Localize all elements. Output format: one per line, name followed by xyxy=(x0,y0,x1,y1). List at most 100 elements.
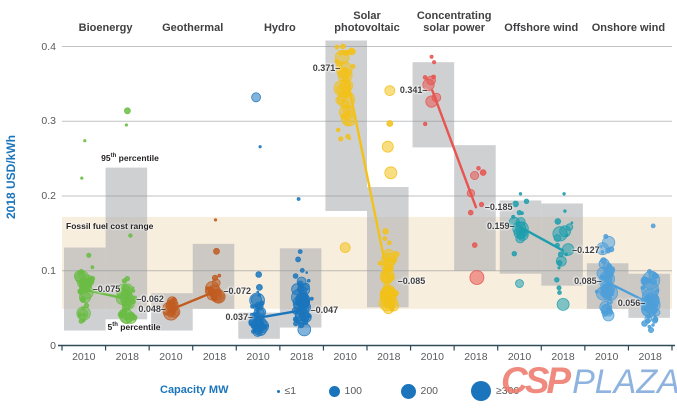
watermark-plaza-text: PLAZA xyxy=(572,363,677,401)
trend-line-offshore-wind xyxy=(518,225,565,252)
data-point-hydro xyxy=(292,273,299,279)
legend-title: Capacity MW xyxy=(160,384,229,396)
data-point-onshore-wind xyxy=(603,267,609,274)
data-point-onshore-wind xyxy=(647,324,652,329)
data-point-solar-photovoltaic xyxy=(384,295,390,301)
data-point-hydro xyxy=(298,322,305,329)
data-point-hydro xyxy=(299,267,305,273)
data-point-offshore-wind xyxy=(520,211,524,216)
legend-label-3: 200 xyxy=(420,385,439,397)
avg-label-offshore-wind-2010: 0.159– xyxy=(486,221,515,232)
data-point-onshore-wind xyxy=(653,273,659,279)
x-tick-hydro-2018: 2018 xyxy=(289,351,314,363)
data-point-concentrating-solar-power xyxy=(471,242,478,248)
data-point-hydro xyxy=(257,329,262,334)
p95-word: percentile xyxy=(116,153,159,163)
data-point-onshore-wind xyxy=(640,285,646,291)
x-tick-solar-photovoltaic-2018: 2018 xyxy=(377,351,401,363)
data-point-bioenergy xyxy=(90,265,95,270)
y-tick-0: 0 xyxy=(50,339,56,352)
data-point-hydro xyxy=(302,318,309,325)
data-point-onshore-wind xyxy=(600,250,605,254)
x-tick-geothermal-2010: 2010 xyxy=(159,351,183,363)
data-point-onshore-wind xyxy=(653,308,661,317)
p5-word: percentile xyxy=(117,322,161,332)
data-point-bioenergy xyxy=(124,107,131,115)
data-point-offshore-wind xyxy=(553,234,562,242)
data-point-bioenergy xyxy=(125,291,130,296)
data-point-onshore-wind xyxy=(606,263,613,269)
legend-dot-4 xyxy=(471,381,491,401)
data-point-onshore-wind xyxy=(599,244,603,249)
legend-dot-3 xyxy=(400,383,416,399)
data-point-hydro xyxy=(295,320,299,324)
data-point-hydro xyxy=(265,324,269,328)
data-point-offshore-wind xyxy=(557,251,564,258)
data-point-hydro xyxy=(250,304,255,309)
y-tick-0.1: 0.1 xyxy=(41,264,56,277)
csp-plaza-watermark: CSP PLAZA xyxy=(501,360,677,402)
legend-dot-1 xyxy=(276,389,280,393)
percentile-box-offshore-wind-2018 xyxy=(541,203,583,286)
x-tick-concentrating-solar-power-2010: 2010 xyxy=(420,351,445,363)
data-point-bioenergy xyxy=(128,233,133,238)
header-concentrating-solar-power: Concentrating solar power xyxy=(416,10,492,34)
data-point-concentrating-solar-power xyxy=(431,60,437,65)
avg-label-onshore-wind-2018: 0.056– xyxy=(617,298,646,309)
data-point-bioenergy xyxy=(81,306,85,311)
data-point-solar-photovoltaic xyxy=(382,228,389,235)
avg-label-concentrating-solar-power-2010: 0.341– xyxy=(399,85,428,96)
watermark-csp-text: CSP xyxy=(501,360,571,401)
data-point-onshore-wind xyxy=(603,233,609,239)
data-point-solar-photovoltaic xyxy=(343,115,348,120)
data-point-bioenergy xyxy=(131,288,136,293)
data-point-solar-photovoltaic xyxy=(348,137,352,141)
legend-dot-2 xyxy=(328,385,340,397)
header-offshore-wind: Offshore wind xyxy=(504,21,579,34)
avg-label-solar-photovoltaic-2018: –0.085 xyxy=(397,276,426,287)
data-point-bioenergy xyxy=(123,280,127,284)
data-point-concentrating-solar-power xyxy=(479,169,487,176)
data-point-solar-photovoltaic xyxy=(334,44,340,50)
data-point-onshore-wind xyxy=(650,223,656,229)
data-point-solar-photovoltaic xyxy=(387,257,391,262)
data-point-geothermal xyxy=(172,311,176,316)
data-point-bioenergy xyxy=(83,302,90,309)
data-point-offshore-wind xyxy=(564,252,568,257)
data-point-solar-photovoltaic xyxy=(388,294,393,299)
data-point-solar-photovoltaic xyxy=(339,242,351,254)
data-point-hydro xyxy=(258,145,262,149)
data-point-bioenergy xyxy=(123,312,128,317)
data-point-hydro xyxy=(250,326,254,329)
data-point-solar-photovoltaic xyxy=(350,64,356,69)
data-point-offshore-wind xyxy=(515,217,526,228)
data-point-hydro xyxy=(256,290,260,294)
data-point-bioenergy xyxy=(81,318,86,323)
data-point-bioenergy xyxy=(78,270,83,275)
data-point-offshore-wind xyxy=(557,266,561,270)
data-point-solar-photovoltaic xyxy=(338,66,345,73)
data-point-solar-photovoltaic xyxy=(389,287,395,292)
data-point-onshore-wind xyxy=(607,274,611,278)
data-point-solar-photovoltaic xyxy=(380,300,387,307)
x-tick-onshore-wind-2010: 2010 xyxy=(594,351,619,363)
trend-line-hydro xyxy=(256,309,303,320)
p5-percentile-label: 5th percentile xyxy=(94,322,174,332)
data-point-hydro xyxy=(295,300,300,305)
data-point-hydro xyxy=(254,304,260,310)
data-point-offshore-wind xyxy=(556,285,562,291)
data-point-solar-photovoltaic xyxy=(382,236,388,242)
data-point-bioenergy xyxy=(83,139,87,143)
avg-label-geothermal-2010: 0.048– xyxy=(138,304,166,315)
data-point-hydro xyxy=(257,293,261,297)
data-point-hydro xyxy=(309,296,314,301)
avg-label-offshore-wind-2018: –0.127 xyxy=(572,245,600,256)
data-point-offshore-wind xyxy=(554,218,562,225)
data-point-bioenergy xyxy=(131,299,137,305)
data-point-hydro xyxy=(306,278,311,283)
data-point-geothermal xyxy=(168,300,173,305)
trend-line-solar-photovoltaic xyxy=(344,66,390,284)
header-solar-photovoltaic: Solar photovoltaic xyxy=(334,10,400,34)
data-point-onshore-wind xyxy=(599,274,606,281)
data-point-onshore-wind xyxy=(606,301,610,305)
